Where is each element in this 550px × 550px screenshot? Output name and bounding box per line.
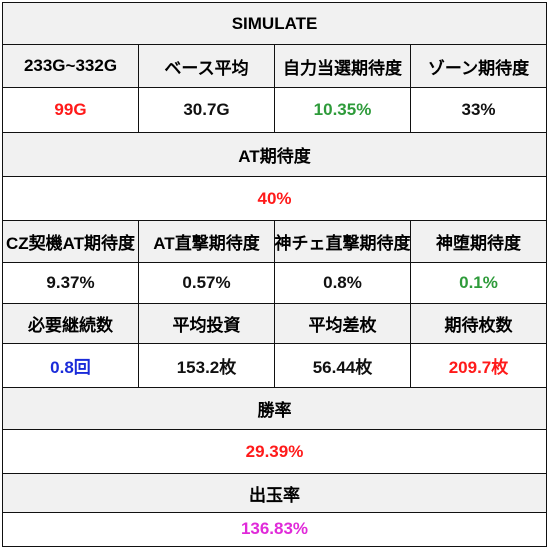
value-at-direct-expectation: 0.57%	[139, 263, 275, 303]
title-row: SIMULATE	[3, 3, 546, 45]
win-rate-label-row: 勝率	[3, 388, 546, 430]
win-rate-value: 29.39%	[245, 441, 304, 461]
header-kami-da-expectation: 神堕期待度	[436, 234, 521, 253]
value-zone-expectation: 33%	[461, 100, 496, 119]
value-base-average: 30.7G	[139, 88, 275, 132]
payout-rate-label: 出玉率	[249, 485, 300, 505]
table1-header-row: 233G~332G ベース平均 自力当選期待度 ゾーン期待度	[3, 45, 546, 88]
value-game-range: 99G	[3, 88, 139, 132]
header-self-win-expectation: 自力当選期待度	[275, 45, 411, 87]
value-average-investment: 153.2枚	[139, 344, 275, 387]
payout-rate-label-row: 出玉率	[3, 474, 546, 513]
value-expected-coins: 209.7枚	[448, 358, 509, 377]
table1-value-row: 99G 30.7G 10.35% 33%	[3, 88, 546, 133]
header-zone-expectation: ゾーン期待度	[427, 58, 530, 78]
at-expectation-value: 40%	[257, 188, 292, 208]
header-game-range: 233G~332G	[3, 45, 139, 87]
header-required-continuations: 必要継続数	[3, 304, 139, 343]
at-expectation-value-row: 40%	[3, 177, 546, 221]
at-expectation-label-row: AT期待度	[3, 133, 546, 177]
payout-rate-value: 136.83%	[240, 519, 309, 538]
value-average-difference: 56.44枚	[275, 344, 411, 387]
table3-header-row: 必要継続数 平均投資 平均差枚 期待枚数	[3, 304, 546, 344]
value-kami-che-direct-expectation: 0.8%	[275, 263, 411, 303]
value-required-continuations: 0.8回	[3, 344, 139, 387]
table2-header-row: CZ契機AT期待度 AT直撃期待度 神チェ直撃期待度 神堕期待度	[3, 221, 546, 263]
payout-rate-value-row: 136.83%	[3, 513, 546, 545]
header-cz-at-expectation: CZ契機AT期待度	[3, 221, 139, 262]
value-kami-da-expectation: 0.1%	[459, 273, 498, 292]
table2-value-row: 9.37% 0.57% 0.8% 0.1%	[3, 263, 546, 304]
win-rate-label: 勝率	[257, 401, 292, 420]
header-base-average: ベース平均	[139, 45, 275, 87]
header-expected-coins: 期待枚数	[444, 316, 513, 335]
header-average-investment: 平均投資	[139, 304, 275, 343]
simulate-title: SIMULATE	[231, 13, 318, 33]
value-self-win-expectation: 10.35%	[275, 88, 411, 132]
header-average-difference: 平均差枚	[275, 304, 411, 343]
table3-value-row: 0.8回 153.2枚 56.44枚 209.7枚	[3, 344, 546, 388]
value-cz-at-expectation: 9.37%	[3, 263, 139, 303]
header-kami-che-direct-expectation: 神チェ直撃期待度	[275, 221, 411, 262]
header-at-direct-expectation: AT直撃期待度	[139, 221, 275, 262]
win-rate-value-row: 29.39%	[3, 430, 546, 474]
at-expectation-label: AT期待度	[238, 147, 311, 166]
